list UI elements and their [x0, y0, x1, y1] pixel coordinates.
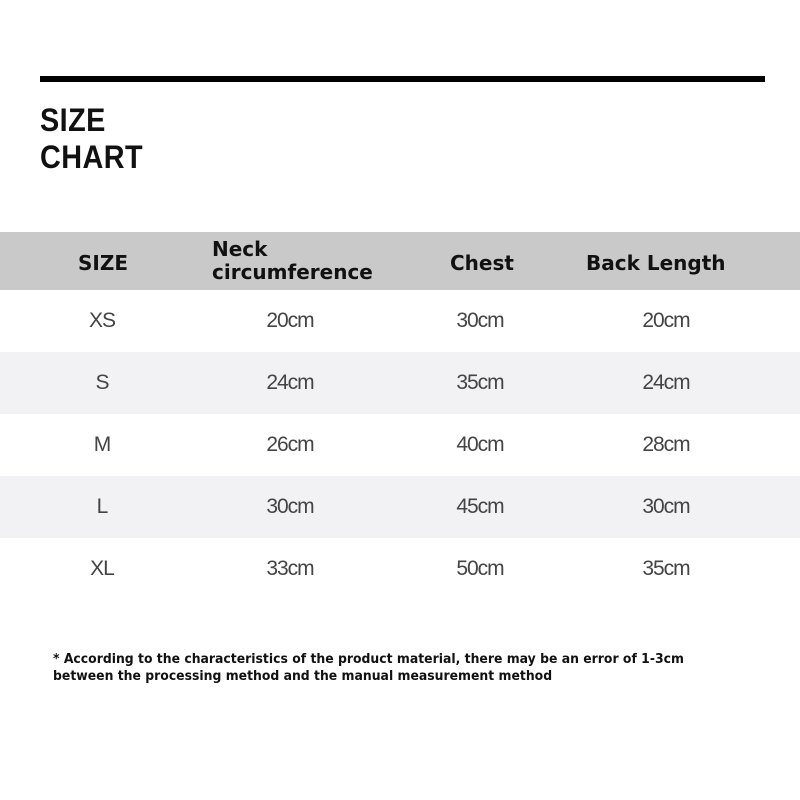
cell-chest: 40cm	[456, 433, 504, 456]
cell-size: XL	[90, 557, 115, 580]
cell-neck: 26cm	[266, 433, 314, 456]
cell-neck: 24cm	[266, 371, 314, 394]
cell-chest: 45cm	[456, 495, 504, 518]
cell-size: M	[93, 433, 112, 456]
cell-chest: 35cm	[456, 371, 504, 394]
header-neck-line1: Neck	[212, 237, 268, 261]
table-header: SIZE Neck circumference Chest Back Lengt…	[0, 232, 800, 290]
table-row: S 24cm 35cm 24cm	[0, 352, 800, 414]
header-chest: Chest	[450, 251, 514, 275]
title-line-2: CHART	[40, 139, 144, 175]
cell-back-length: 24cm	[642, 371, 690, 394]
cell-size: S	[95, 371, 109, 394]
header-back-length: Back Length	[586, 251, 726, 275]
table-row: M 26cm 40cm 28cm	[0, 414, 800, 476]
header-neck-line2: circumference	[212, 260, 373, 284]
cell-back-length: 20cm	[642, 309, 690, 332]
cell-chest: 50cm	[456, 557, 504, 580]
table-row: L 30cm 45cm 30cm	[0, 476, 800, 538]
table-row: XS 20cm 30cm 20cm	[0, 290, 800, 352]
cell-size: L	[96, 495, 109, 518]
footnote-line-1: * According to the characteristics of th…	[53, 651, 684, 667]
table-row: XL 33cm 50cm 35cm	[0, 538, 800, 600]
header-size: SIZE	[78, 251, 129, 275]
cell-neck: 30cm	[266, 495, 314, 518]
top-rule	[40, 76, 765, 82]
cell-size: XS	[88, 309, 116, 332]
footnote-line-2: between the processing method and the ma…	[53, 668, 553, 684]
cell-neck: 20cm	[266, 309, 314, 332]
cell-back-length: 30cm	[642, 495, 690, 518]
cell-neck: 33cm	[266, 557, 314, 580]
page-title: SIZE CHART	[40, 102, 143, 176]
cell-back-length: 28cm	[642, 433, 690, 456]
header-neck: Neck circumference	[212, 238, 373, 284]
cell-back-length: 35cm	[642, 557, 690, 580]
title-line-1: SIZE	[40, 102, 106, 138]
footnote: * According to the characteristics of th…	[53, 651, 684, 685]
cell-chest: 30cm	[456, 309, 504, 332]
